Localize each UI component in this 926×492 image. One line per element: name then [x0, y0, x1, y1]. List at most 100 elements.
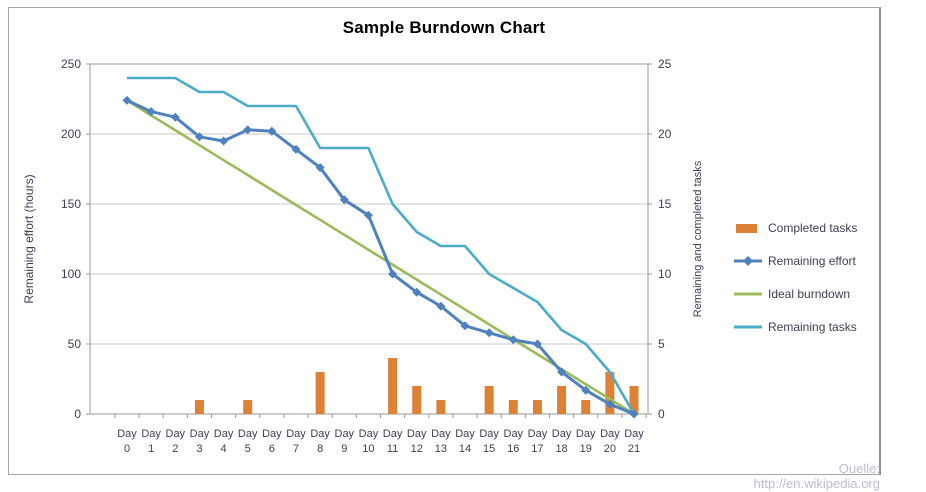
x-axis-label-word: Day [214, 428, 234, 440]
x-axis-label-word: Day [528, 428, 548, 440]
marker-diamond [412, 287, 422, 297]
x-axis-label-word: Day [262, 428, 282, 440]
source-watermark: Quelle: http://en.wikipedia.org [753, 461, 880, 491]
right-axis-tick-label: 15 [658, 197, 672, 211]
right-axis-tick-label: 10 [658, 267, 672, 281]
x-axis-label-word: Day [479, 428, 499, 440]
marker-diamond [460, 321, 470, 331]
right-axis-tick-label: 0 [658, 407, 665, 421]
x-axis-label-number: 10 [362, 443, 374, 455]
marker-diamond [267, 126, 277, 136]
x-axis-label-number: 1 [148, 443, 154, 455]
bar-completed-tasks [412, 386, 422, 414]
right-axis-title: Remaining and completed tasks [692, 160, 704, 317]
x-axis-label-word: Day [141, 428, 161, 440]
marker-diamond [508, 335, 518, 345]
marker-diamond [170, 112, 180, 122]
legend-label: Ideal burndown [768, 286, 851, 301]
marker-diamond [291, 144, 301, 154]
left-axis-title: Remaining effort (hours) [22, 174, 36, 303]
x-axis-label-word: Day [310, 428, 330, 440]
x-axis-label-number: 15 [483, 443, 495, 455]
legend-bar-swatch [736, 223, 757, 233]
x-axis-label-number: 14 [459, 443, 471, 455]
legend: Completed tasks Remaining effort Ideal bur… [733, 211, 857, 343]
x-axis-label-number: 7 [293, 443, 299, 455]
marker-diamond [436, 301, 446, 311]
x-axis-label-word: Day [576, 428, 596, 440]
x-axis-label-word: Day [166, 428, 186, 440]
legend-label: Remaining tasks [768, 319, 857, 334]
marker-diamond [605, 399, 615, 409]
legend-line-swatch [734, 255, 762, 266]
legend-item-ideal-burndown: Ideal burndown [733, 277, 857, 310]
x-axis-label-word: Day [600, 428, 620, 440]
marker-diamond [363, 210, 373, 220]
line-ideal-burndown [126, 99, 635, 416]
x-axis-label-number: 3 [196, 443, 202, 455]
x-axis-label-number: 20 [604, 443, 616, 455]
left-axis-tick-label: 250 [61, 57, 81, 71]
bar-completed-tasks [194, 400, 204, 414]
bar-completed-tasks [315, 372, 325, 414]
x-axis-label-number: 17 [531, 443, 543, 455]
marker-diamond [484, 328, 494, 338]
x-axis-label-word: Day [190, 428, 210, 440]
x-axis-label-number: 21 [628, 443, 640, 455]
bar-completed-tasks [532, 400, 542, 414]
bar-completed-tasks [436, 400, 446, 414]
x-axis-label-word: Day [359, 428, 379, 440]
legend-label: Completed tasks [768, 220, 858, 235]
x-axis-label-number: 0 [124, 443, 130, 455]
marker-diamond [194, 132, 204, 142]
right-axis-tick-label: 25 [658, 57, 672, 71]
legend-label: Remaining effort [768, 253, 856, 268]
x-axis-label-word: Day [117, 428, 137, 440]
legend-item-remaining-tasks: Remaining tasks [733, 310, 857, 343]
x-axis-label-number: 13 [435, 443, 447, 455]
x-axis-label-number: 9 [341, 443, 347, 455]
marker-diamond [315, 163, 325, 173]
left-axis-tick-label: 100 [61, 267, 81, 281]
chart-frame [8, 7, 881, 475]
x-axis-label-word: Day [238, 428, 258, 440]
marker-diamond [532, 339, 542, 349]
legend-item-remaining-effort: Remaining effort [733, 244, 857, 277]
left-axis-tick-label: 200 [61, 127, 81, 141]
bar-completed-tasks [629, 386, 639, 414]
plot-border [89, 63, 649, 415]
legend-line-swatch [734, 325, 762, 328]
marker-diamond [339, 195, 349, 205]
chart-title: Sample Burndown Chart [342, 18, 546, 37]
x-axis-label-number: 12 [411, 443, 423, 455]
x-axis-label-number: 6 [269, 443, 275, 455]
left-axis-tick-label: 150 [61, 197, 81, 211]
bar-completed-tasks [484, 386, 494, 414]
x-axis-label-word: Day [431, 428, 451, 440]
bar-completed-tasks [557, 386, 567, 414]
right-axis-tick-label: 5 [658, 337, 665, 351]
marker-diamond [243, 125, 253, 135]
x-axis-label-word: Day [286, 428, 306, 440]
x-axis-label-number: 11 [387, 443, 398, 455]
x-axis-label-word: Day [455, 428, 475, 440]
x-axis-label-number: 4 [221, 443, 227, 455]
x-axis-label-word: Day [335, 428, 355, 440]
legend-line-swatch [734, 292, 762, 295]
x-axis-label-word: Day [624, 428, 644, 440]
bar-completed-tasks [243, 400, 253, 414]
marker-diamond [219, 136, 229, 146]
marker-diamond [388, 269, 398, 279]
bar-completed-tasks [388, 358, 398, 414]
marker-diamond [629, 409, 639, 419]
x-axis-label-word: Day [407, 428, 427, 440]
x-axis-label-word: Day [504, 428, 524, 440]
x-axis-label-number: 16 [507, 443, 519, 455]
marker-diamond [581, 385, 591, 395]
right-axis-tick-label: 20 [658, 127, 672, 141]
x-axis-label-number: 5 [245, 443, 251, 455]
marker-diamond [146, 107, 156, 117]
x-axis-label-number: 19 [580, 443, 592, 455]
